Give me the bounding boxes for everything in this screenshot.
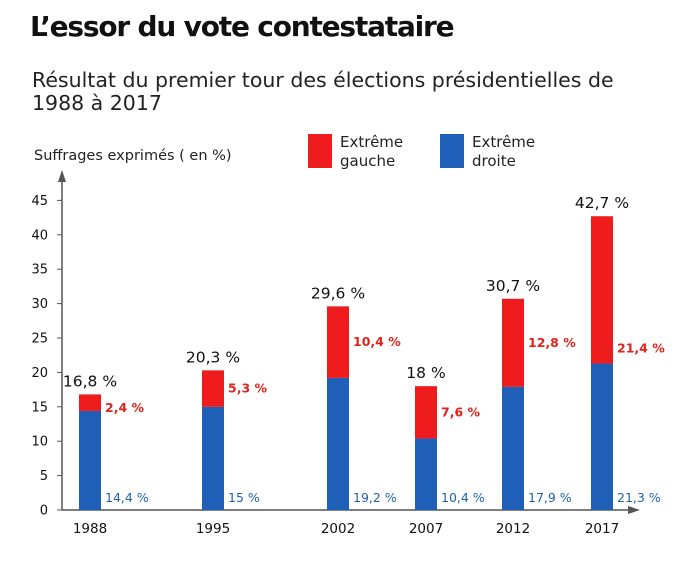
x-tick-label: 2017 bbox=[585, 521, 619, 537]
bar-extreme-gauche bbox=[591, 216, 613, 364]
y-tick-label: 20 bbox=[31, 366, 48, 381]
y-axis-arrow bbox=[58, 170, 66, 182]
droite-value-label: 21,3 % bbox=[617, 490, 661, 505]
droite-value-label: 10,4 % bbox=[441, 490, 485, 505]
y-tick-label: 5 bbox=[40, 469, 48, 484]
y-tick-label: 45 bbox=[31, 194, 48, 209]
x-tick-label: 2007 bbox=[409, 521, 443, 537]
y-axis-title: Suffrages exprimés ( en %) bbox=[34, 148, 232, 164]
chart-subtitle: Résultat du premier tour des élections p… bbox=[32, 68, 614, 115]
bar-extreme-gauche bbox=[202, 370, 224, 407]
bar-extreme-droite bbox=[202, 406, 224, 510]
y-tick-label: 40 bbox=[31, 228, 48, 243]
total-label: 20,3 % bbox=[186, 348, 240, 366]
total-label: 42,7 % bbox=[575, 194, 629, 212]
bar-extreme-droite bbox=[79, 410, 101, 510]
bar-extreme-gauche bbox=[79, 394, 101, 411]
gauche-value-label: 7,6 % bbox=[441, 404, 480, 419]
gauche-value-label: 5,3 % bbox=[228, 381, 267, 396]
x-tick-label: 1988 bbox=[73, 521, 107, 537]
y-tick-label: 35 bbox=[31, 263, 48, 278]
bar-extreme-gauche bbox=[415, 386, 437, 439]
bar-extreme-droite bbox=[327, 377, 349, 510]
droite-value-label: 17,9 % bbox=[528, 490, 572, 505]
y-tick-label: 0 bbox=[40, 504, 48, 519]
legend-label: Extrême bbox=[472, 133, 535, 151]
y-tick-label: 25 bbox=[31, 332, 48, 347]
legend-swatch bbox=[440, 134, 464, 168]
total-label: 30,7 % bbox=[486, 277, 540, 295]
y-tick-label: 30 bbox=[31, 297, 48, 312]
bar-extreme-gauche bbox=[327, 306, 349, 378]
legend-label: Extrême bbox=[340, 133, 403, 151]
droite-value-label: 15 % bbox=[228, 490, 260, 505]
droite-value-label: 14,4 % bbox=[105, 490, 149, 505]
y-tick-label: 15 bbox=[31, 400, 48, 415]
legend-label: droite bbox=[472, 152, 516, 170]
bar-extreme-droite bbox=[591, 363, 613, 510]
x-tick-label: 2012 bbox=[496, 521, 530, 537]
bar-extreme-droite bbox=[415, 438, 437, 510]
y-tick-label: 10 bbox=[31, 435, 48, 450]
page-title: L’essor du vote contestataire bbox=[30, 10, 455, 43]
bar-extreme-droite bbox=[502, 386, 524, 510]
total-label: 29,6 % bbox=[311, 284, 365, 302]
total-label: 18 % bbox=[406, 364, 445, 382]
droite-value-label: 19,2 % bbox=[353, 490, 397, 505]
gauche-value-label: 2,4 % bbox=[105, 400, 144, 415]
x-tick-label: 1995 bbox=[196, 521, 230, 537]
x-axis-arrow bbox=[628, 506, 640, 514]
gauche-value-label: 10,4 % bbox=[353, 334, 401, 349]
bar-extreme-gauche bbox=[502, 298, 524, 387]
legend-label: gauche bbox=[340, 152, 395, 170]
legend-swatch bbox=[308, 134, 332, 168]
gauche-value-label: 21,4 % bbox=[617, 340, 665, 355]
x-tick-label: 2002 bbox=[321, 521, 355, 537]
total-label: 16,8 % bbox=[63, 372, 117, 390]
gauche-value-label: 12,8 % bbox=[528, 335, 576, 350]
